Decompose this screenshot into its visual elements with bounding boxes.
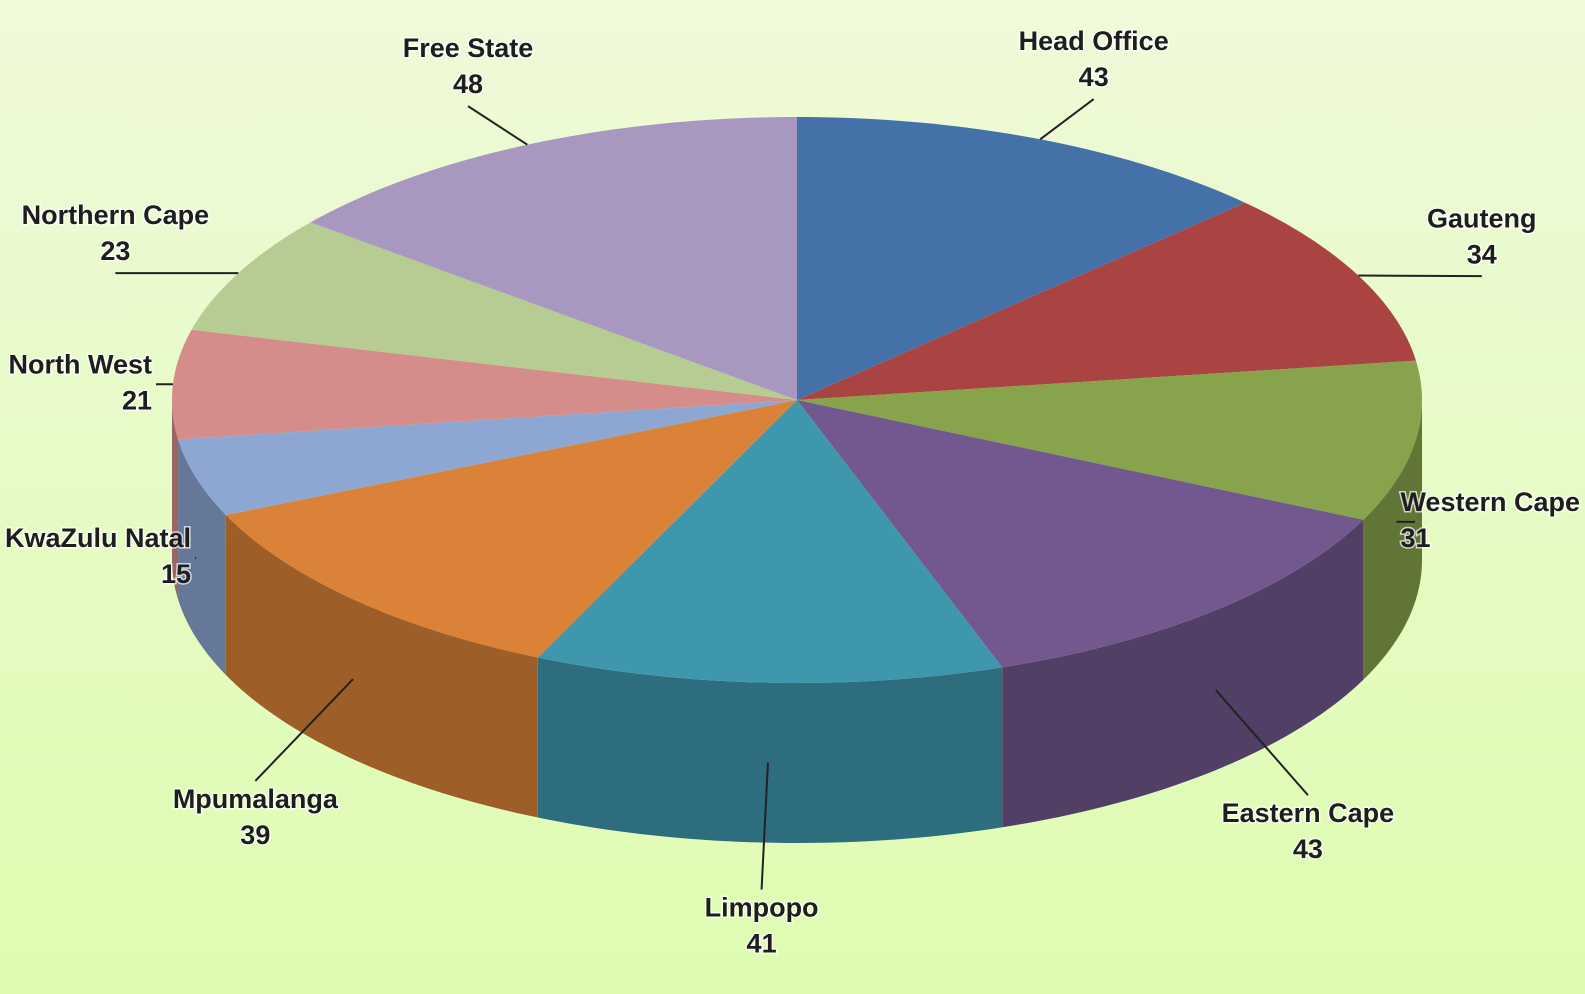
- leader-line: [1215, 689, 1309, 796]
- slice-side: [537, 657, 1003, 843]
- leader-line: [1358, 274, 1482, 278]
- slice: [178, 400, 797, 515]
- data-label-name: Head Office: [1019, 26, 1169, 56]
- slice: [537, 400, 1003, 683]
- slice-side: [172, 400, 179, 600]
- data-label-value: 39: [240, 820, 270, 850]
- data-label-name: Western Cape: [1400, 487, 1580, 517]
- slice-side: [1002, 519, 1364, 828]
- leader-line: [254, 678, 354, 782]
- data-label-value: 43: [1293, 834, 1323, 864]
- slice-side: [1363, 400, 1422, 680]
- data-label-name: Gauteng: [1427, 203, 1537, 233]
- slice: [191, 222, 798, 400]
- slice: [797, 360, 1422, 520]
- slice: [797, 400, 1364, 668]
- data-label-value: 15: [161, 559, 191, 589]
- leader-line: [760, 762, 769, 890]
- data-label-name: Free State: [403, 33, 534, 63]
- slice: [310, 117, 797, 400]
- data-label-name: North West: [8, 349, 152, 379]
- data-label-value: 21: [122, 385, 152, 415]
- data-label-value: 41: [747, 929, 777, 959]
- data-label-name: Eastern Cape: [1222, 798, 1395, 828]
- data-label-name: Limpopo: [705, 893, 819, 923]
- data-label-value: 23: [100, 236, 130, 266]
- slice: [172, 329, 797, 440]
- slice: [225, 400, 797, 658]
- leader-line: [1039, 98, 1095, 141]
- slice-side: [225, 514, 538, 818]
- slice: [797, 117, 1246, 400]
- data-label-name: Mpumalanga: [173, 784, 339, 814]
- slice-side: [178, 439, 226, 675]
- data-label-value: 43: [1079, 62, 1109, 92]
- data-label-name: KwaZulu Natal: [5, 523, 191, 553]
- data-label-value: 34: [1467, 239, 1497, 269]
- data-label-value: 31: [1400, 523, 1430, 553]
- leader-line: [467, 105, 528, 146]
- data-label-value: 48: [453, 69, 483, 99]
- slice: [797, 202, 1416, 400]
- data-label-name: Northern Cape: [22, 200, 210, 230]
